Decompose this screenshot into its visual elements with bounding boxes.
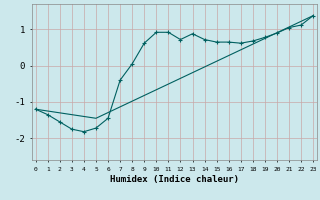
X-axis label: Humidex (Indice chaleur): Humidex (Indice chaleur) [110,175,239,184]
